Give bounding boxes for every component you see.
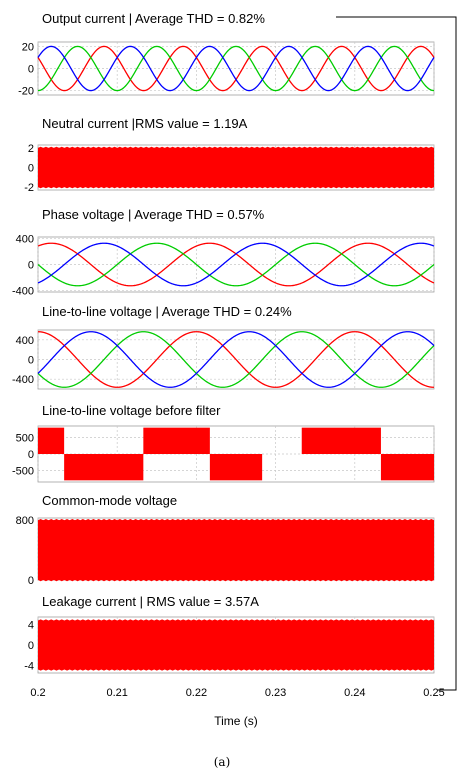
y-tick-label: 800 <box>16 515 34 527</box>
chart-title: Line-to-line voltage before filter <box>42 403 221 418</box>
y-tick-label: 2 <box>28 143 34 155</box>
series-segment <box>143 427 210 454</box>
y-tick-label: 400 <box>16 335 34 347</box>
series-line <box>37 331 435 388</box>
series-line <box>37 331 435 388</box>
series-line <box>37 242 435 287</box>
y-tick-label: 0 <box>28 449 34 461</box>
chart-panels: Output current | Average THD = 0.82%200-… <box>12 11 435 674</box>
y-tick-label: -4 <box>24 660 34 672</box>
bracket-line <box>336 16 457 691</box>
series-segment <box>64 454 144 481</box>
chart-panel: Output current | Average THD = 0.82% 20 0 -… <box>18 11 435 98</box>
y-tick-label: -400 <box>12 374 34 386</box>
chart-title: Common-mode voltage <box>42 493 177 508</box>
series-band-ripple <box>38 519 434 582</box>
series-segment <box>380 454 434 481</box>
chart-panel: Common-mode voltage 800 0 <box>16 493 435 587</box>
series-segment <box>301 427 381 454</box>
x-axis-label: Time (s) <box>214 714 258 728</box>
chart-panel: Line-to-line voltage | Average THD = 0.2… <box>12 304 435 390</box>
y-tick-label: 20 <box>22 41 34 53</box>
series-line <box>37 45 435 92</box>
y-tick-label: 4 <box>28 620 34 632</box>
chart-title: Leakage current | RMS value = 3.57A <box>42 594 259 609</box>
x-tick-label: 0.2 <box>30 687 45 699</box>
chart-panel: Phase voltage | Average THD = 0.57% 400 0 -… <box>12 207 435 298</box>
y-tick-label: 0 <box>28 355 34 367</box>
x-tick-label: 0.22 <box>186 687 207 699</box>
chart-panel: Line-to-line voltage before filter 500 0 -5… <box>12 403 435 483</box>
y-tick-label: 500 <box>16 433 34 445</box>
series-segment <box>209 454 263 481</box>
chart-title: Neutral current |RMS value = 1.19A <box>42 116 248 131</box>
chart-panel: Leakage current | RMS value = 3.57A 4 0 -4 <box>24 594 435 674</box>
x-tick-label: 0.25 <box>423 687 444 699</box>
y-tick-label: -2 <box>24 182 34 194</box>
series-line <box>37 331 435 388</box>
bracket-polyline <box>336 16 457 691</box>
series-band-ripple <box>38 619 434 671</box>
y-tick-label: -500 <box>12 465 34 477</box>
x-tick-label: 0.24 <box>344 687 365 699</box>
y-tick-label: -20 <box>18 86 34 98</box>
y-tick-label: 0 <box>28 260 34 272</box>
x-axis: 0.2 0.21 0.22 0.23 0.24 0.25 <box>30 687 444 699</box>
series-band-ripple <box>38 146 434 189</box>
chart-title: Output current | Average THD = 0.82% <box>42 11 265 26</box>
y-tick-label: 0 <box>28 575 34 587</box>
y-tick-label: 0 <box>28 64 34 76</box>
y-tick-label: 400 <box>16 233 34 245</box>
x-tick-label: 0.23 <box>265 687 286 699</box>
figure-caption: (a) <box>214 755 231 769</box>
y-tick-label: -400 <box>12 286 34 298</box>
series-segment <box>38 427 65 454</box>
chart-title: Phase voltage | Average THD = 0.57% <box>42 207 265 222</box>
x-tick-label: 0.21 <box>106 687 127 699</box>
y-tick-label: 0 <box>28 163 34 175</box>
y-tick-label: 0 <box>28 640 34 652</box>
chart-panel: Neutral current |RMS value = 1.19A 2 0 -2 <box>24 116 435 194</box>
chart-title: Line-to-line voltage | Average THD = 0.2… <box>42 304 292 319</box>
